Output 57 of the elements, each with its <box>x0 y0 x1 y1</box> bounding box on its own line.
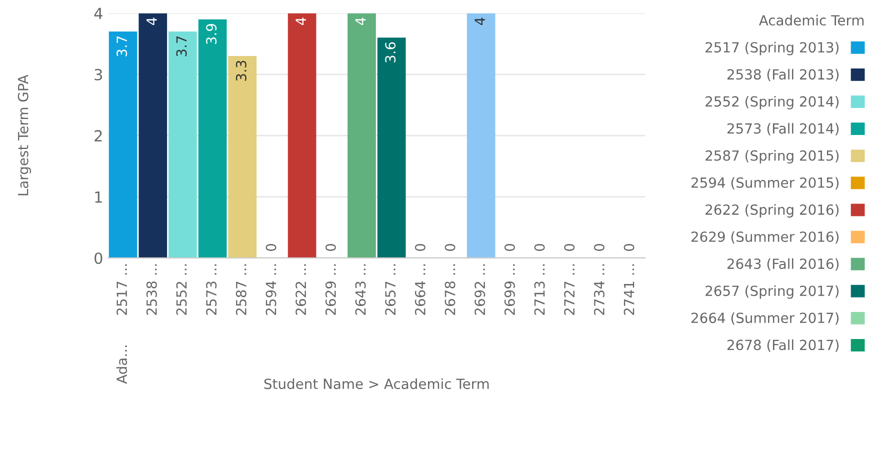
x-tick-label: 2664 ... <box>414 264 426 315</box>
data-label: 0 <box>594 244 604 251</box>
x-tick-label: 2594 ... <box>266 264 276 315</box>
legend-label: 2552 (Spring 2014) <box>706 96 839 110</box>
x-tick-label: 2734 ... <box>594 264 604 315</box>
data-label: 0 <box>624 244 634 251</box>
y-tick-label: 4 <box>94 8 102 19</box>
x-axis-title: Student Name > Academic Term <box>264 378 489 390</box>
data-label: 0 <box>266 244 276 251</box>
legend-label: 2657 (Spring 2017) <box>706 285 839 299</box>
legend-label: 2573 (Fall 2014) <box>727 122 839 136</box>
data-label: 4 <box>146 18 157 26</box>
data-label: 0 <box>564 244 575 251</box>
data-label: 4 <box>355 18 366 26</box>
data-label: 4 <box>474 18 485 26</box>
x-tick-label: 2573 ... <box>206 264 217 315</box>
y-tick-label: 0 <box>94 252 102 264</box>
legend-label: 2538 (Fall 2013) <box>727 68 839 82</box>
x-tick-label: 2538 ... <box>146 264 157 315</box>
data-label: 0 <box>325 244 336 251</box>
text: Ada... <box>116 346 128 384</box>
legend-label: 2517 (Spring 2013) <box>706 42 839 56</box>
data-label: 3.6 <box>385 42 396 62</box>
x-tick-label: 2587 ... <box>236 264 246 315</box>
data-label: 3.9 <box>206 24 217 44</box>
data-label: 0 <box>414 244 426 251</box>
legend-label: 2587 (Spring 2015) <box>706 150 839 164</box>
legend-label: 2664 (Summer 2017) <box>691 312 839 325</box>
data-label: 3.7 <box>116 36 128 56</box>
data-label: 3.7 <box>176 36 187 56</box>
x-tick-label: 2643 ... <box>355 264 366 315</box>
x-tick-label: 2741 ... <box>624 264 634 315</box>
data-label: 4 <box>296 18 306 26</box>
legend-title: Academic Term <box>758 14 864 26</box>
y-tick-label: 1 <box>95 191 102 203</box>
x-tick-label: 2657 ... <box>385 264 396 315</box>
x-tick-label: 2699 ... <box>504 264 515 315</box>
y-tick-label: 3 <box>94 68 102 80</box>
x-tick-label: 2517 ... <box>116 264 128 315</box>
legend-label: 2643 (Fall 2016) <box>727 258 839 271</box>
x-tick-label: 2629 ... <box>325 264 336 315</box>
legend-label: 2622 (Spring 2016) <box>706 204 839 218</box>
data-label: 0 <box>444 244 456 251</box>
x-tick-label: 2713 ... <box>534 264 545 315</box>
legend-label: 2594 (Summer 2015) <box>691 177 839 190</box>
x-tick-label: 2727 ... <box>564 264 574 315</box>
y-tick-label: 2 <box>94 130 102 142</box>
legend-label: 2629 (Summer 2016) <box>691 231 839 244</box>
x-tick-label: 2552 ... <box>176 264 187 315</box>
data-label: 0 <box>504 244 515 251</box>
data-label: 0 <box>534 244 545 251</box>
legend-label: 2678 (Fall 2017) <box>727 339 839 352</box>
x-tick-label: 2622 ... <box>296 264 306 315</box>
data-label: 3.3 <box>236 60 246 81</box>
x-tick-label: 2678 ... <box>444 264 456 315</box>
y-axis-title: Largest Term GPA <box>18 74 32 196</box>
x-tick-label: 2692 ... <box>474 264 486 315</box>
